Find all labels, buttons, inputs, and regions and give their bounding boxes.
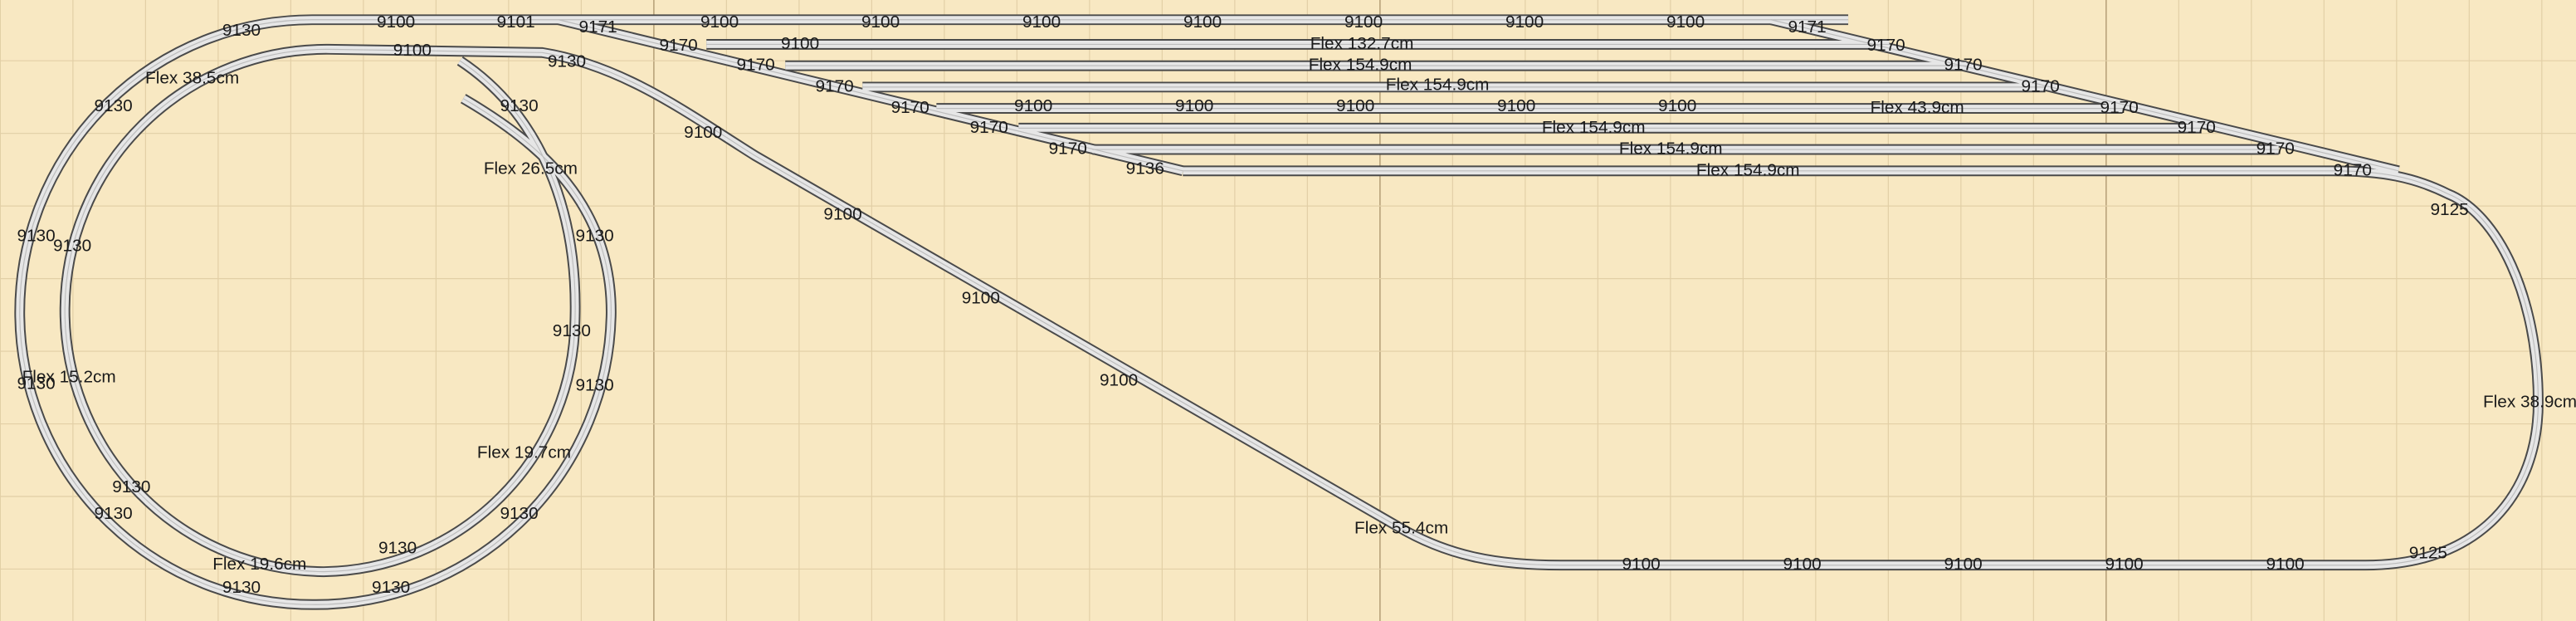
labels: 9130 9100 9101 9171 9100 9100 9100 9100 9100 9100… xyxy=(17,12,2576,597)
track-label: 9130 xyxy=(53,236,91,255)
track-label: 9130 xyxy=(17,226,55,245)
track-label: 9125 xyxy=(2409,543,2447,562)
track-label: 9100 xyxy=(1022,12,1061,32)
track-label: Flex 19.6cm xyxy=(212,555,306,574)
track-label: 9170 xyxy=(2178,118,2216,137)
track-label: 9100 xyxy=(684,123,722,142)
track xyxy=(558,19,1183,172)
track-label: 9100 xyxy=(962,289,1000,308)
track-label: 9100 xyxy=(1175,96,1213,115)
tracks xyxy=(14,14,2544,610)
track-label: Flex 154.9cm xyxy=(1619,139,1723,159)
track-label: 9100 xyxy=(377,12,415,32)
track-label: Flex 132.7cm xyxy=(1310,34,1414,53)
track-label: 9100 xyxy=(781,34,819,53)
track-label: 9100 xyxy=(823,205,861,224)
track-label: 9101 xyxy=(496,12,534,32)
track-label: 9100 xyxy=(1183,12,1222,32)
track xyxy=(64,48,2539,573)
track-label: 9130 xyxy=(94,504,132,523)
track-label: 9170 xyxy=(816,76,854,95)
track-label: 9130 xyxy=(576,376,614,395)
track-label: 9171 xyxy=(578,17,617,37)
track-label: Flex 55.4cm xyxy=(1354,519,1448,538)
track-label: 9100 xyxy=(2266,555,2305,574)
track-label: 9130 xyxy=(576,226,614,245)
track-label: 9100 xyxy=(1622,555,1661,574)
track-label: Flex 15.2cm xyxy=(22,368,116,387)
track-label: 9130 xyxy=(500,96,538,115)
track-label: Flex 154.9cm xyxy=(1386,75,1490,94)
track-label: 9100 xyxy=(1658,96,1696,115)
track-label: 9100 xyxy=(1344,12,1383,32)
track-label: Flex 19.7cm xyxy=(477,443,571,462)
track-label: 9100 xyxy=(1497,96,1535,115)
track xyxy=(19,19,1849,605)
track-label: Flex 26.5cm xyxy=(484,159,578,178)
track-label: 9170 xyxy=(970,118,1008,137)
track-label: 9100 xyxy=(1666,12,1705,32)
track-label: 9170 xyxy=(737,56,775,75)
track-label: 9170 xyxy=(1944,56,1983,75)
track-label: 9130 xyxy=(372,578,410,597)
track-label: 9170 xyxy=(2256,139,2295,159)
track-label: 9130 xyxy=(500,504,538,523)
track-label: 9170 xyxy=(2100,98,2139,117)
track-label: 9100 xyxy=(1100,371,1138,390)
track-label: 9170 xyxy=(2022,76,2060,95)
track-label: Flex 43.9cm xyxy=(1871,98,1964,117)
track-label: 9125 xyxy=(2430,200,2468,219)
track-label: 9136 xyxy=(1126,159,1164,178)
track-label: 9130 xyxy=(553,321,591,340)
track-label: 9130 xyxy=(17,374,55,394)
track-label: 9100 xyxy=(2105,555,2144,574)
track-label: 9100 xyxy=(1944,555,1983,574)
track-label: 9100 xyxy=(1336,96,1374,115)
track-label: 9100 xyxy=(1014,96,1052,115)
track-label: 9170 xyxy=(659,36,697,55)
track-label: 9171 xyxy=(1788,17,1826,37)
track-label: 9130 xyxy=(548,52,586,71)
track-label: Flex 38.5cm xyxy=(145,68,239,87)
track-label: 9170 xyxy=(1049,139,1087,159)
track-label: 9130 xyxy=(222,21,261,40)
track-label: 9100 xyxy=(1783,555,1822,574)
track-label: 9130 xyxy=(378,538,417,557)
track-label: 9130 xyxy=(94,96,132,115)
track-label: 9100 xyxy=(700,12,739,32)
track-label: Flex 154.9cm xyxy=(1309,56,1412,75)
track xyxy=(1770,19,2399,172)
track-label: 9170 xyxy=(2334,160,2372,179)
track-label: Flex 154.9cm xyxy=(1542,118,1646,137)
track-label: 9170 xyxy=(1866,36,1905,55)
track-label: 9100 xyxy=(1505,12,1544,32)
track-label: 9170 xyxy=(891,98,929,117)
track-label: Flex 154.9cm xyxy=(1696,160,1800,179)
track-label: Flex 38.9cm xyxy=(2483,392,2576,411)
track-label: 9100 xyxy=(861,12,900,32)
track-label: 9130 xyxy=(222,578,261,597)
track-label: 9130 xyxy=(112,477,150,496)
track-label: 9100 xyxy=(393,41,432,60)
